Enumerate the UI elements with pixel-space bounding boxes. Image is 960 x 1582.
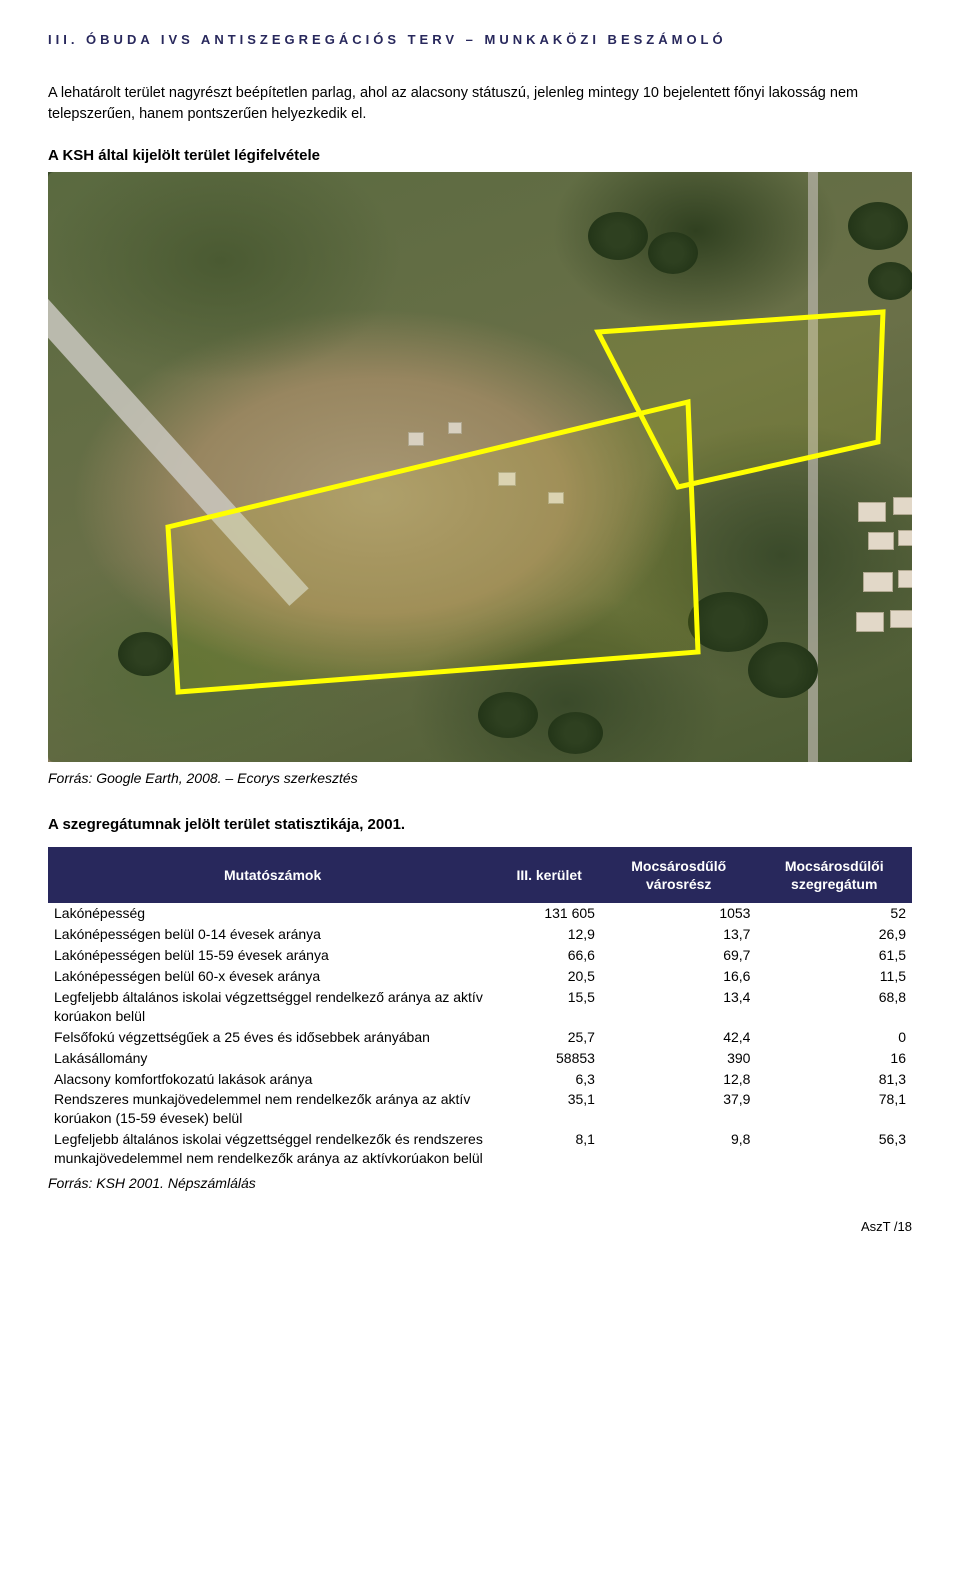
col-header: III. kerület (497, 847, 601, 903)
stats-table-body: Lakónépesség131 605105352Lakónépességen … (48, 903, 912, 1169)
row-label: Legfeljebb általános iskolai végzettségg… (48, 987, 497, 1027)
row-value: 52 (756, 903, 912, 924)
table-row: Lakónépességen belül 0-14 évesek aránya1… (48, 924, 912, 945)
row-value: 69,7 (601, 945, 757, 966)
row-value: 12,8 (601, 1069, 757, 1090)
row-value: 20,5 (497, 966, 601, 987)
row-value: 16 (756, 1048, 912, 1069)
col-header: Mocsárosdűlő városrész (601, 847, 757, 903)
row-value: 8,1 (497, 1129, 601, 1169)
row-value: 12,9 (497, 924, 601, 945)
aerial-caption: Forrás: Google Earth, 2008. – Ecorys sze… (48, 770, 912, 786)
page-footer: AszT /18 (48, 1219, 912, 1234)
row-value: 81,3 (756, 1069, 912, 1090)
stats-table: Mutatószámok III. kerület Mocsárosdűlő v… (48, 847, 912, 1169)
row-label: Lakásállomány (48, 1048, 497, 1069)
row-label: Felsőfokú végzettségűek a 25 éves és idő… (48, 1027, 497, 1048)
stats-table-title: A szegregátumnak jelölt terület statiszt… (48, 816, 912, 833)
row-value: 37,9 (601, 1089, 757, 1129)
row-label: Lakónépességen belül 15-59 évesek aránya (48, 945, 497, 966)
aerial-heading: A KSH által kijelölt terület légifelvéte… (48, 147, 912, 164)
row-label: Alacsony komfortfokozatú lakások aránya (48, 1069, 497, 1090)
row-value: 16,6 (601, 966, 757, 987)
row-label: Legfeljebb általános iskolai végzettségg… (48, 1129, 497, 1169)
row-label: Lakónépességen belül 60-x évesek aránya (48, 966, 497, 987)
row-value: 26,9 (756, 924, 912, 945)
row-label: Lakónépességen belül 0-14 évesek aránya (48, 924, 497, 945)
table-row: Legfeljebb általános iskolai végzettségg… (48, 1129, 912, 1169)
row-value: 35,1 (497, 1089, 601, 1129)
table-row: Felsőfokú végzettségűek a 25 éves és idő… (48, 1027, 912, 1048)
row-value: 13,7 (601, 924, 757, 945)
table-header-row: Mutatószámok III. kerület Mocsárosdűlő v… (48, 847, 912, 903)
row-value: 1053 (601, 903, 757, 924)
row-value: 78,1 (756, 1089, 912, 1129)
row-value: 131 605 (497, 903, 601, 924)
survey-overlay (48, 172, 912, 762)
row-label: Rendszeres munkajövedelemmel nem rendelk… (48, 1089, 497, 1129)
polygon-large (168, 402, 698, 692)
table-row: Lakónépesség131 605105352 (48, 903, 912, 924)
table-row: Lakónépességen belül 60-x évesek aránya2… (48, 966, 912, 987)
row-value: 15,5 (497, 987, 601, 1027)
table-row: Alacsony komfortfokozatú lakások aránya6… (48, 1069, 912, 1090)
table-row: Legfeljebb általános iskolai végzettségg… (48, 987, 912, 1027)
aerial-image (48, 172, 912, 762)
table-row: Rendszeres munkajövedelemmel nem rendelk… (48, 1089, 912, 1129)
table-row: Lakónépességen belül 15-59 évesek aránya… (48, 945, 912, 966)
row-value: 58853 (497, 1048, 601, 1069)
row-value: 13,4 (601, 987, 757, 1027)
intro-paragraph: A lehatárolt terület nagyrészt beépítetl… (48, 83, 912, 125)
row-value: 390 (601, 1048, 757, 1069)
row-value: 66,6 (497, 945, 601, 966)
col-header: Mutatószámok (48, 847, 497, 903)
col-header: Mocsárosdűlői szegregátum (756, 847, 912, 903)
row-value: 6,3 (497, 1069, 601, 1090)
row-label: Lakónépesség (48, 903, 497, 924)
row-value: 61,5 (756, 945, 912, 966)
row-value: 42,4 (601, 1027, 757, 1048)
row-value: 68,8 (756, 987, 912, 1027)
table-row: Lakásállomány5885339016 (48, 1048, 912, 1069)
stats-source: Forrás: KSH 2001. Népszámlálás (48, 1175, 912, 1191)
row-value: 11,5 (756, 966, 912, 987)
row-value: 0 (756, 1027, 912, 1048)
row-value: 9,8 (601, 1129, 757, 1169)
document-header: III. ÓBUDA IVS ANTISZEGREGÁCIÓS TERV – M… (48, 32, 912, 47)
row-value: 56,3 (756, 1129, 912, 1169)
row-value: 25,7 (497, 1027, 601, 1048)
